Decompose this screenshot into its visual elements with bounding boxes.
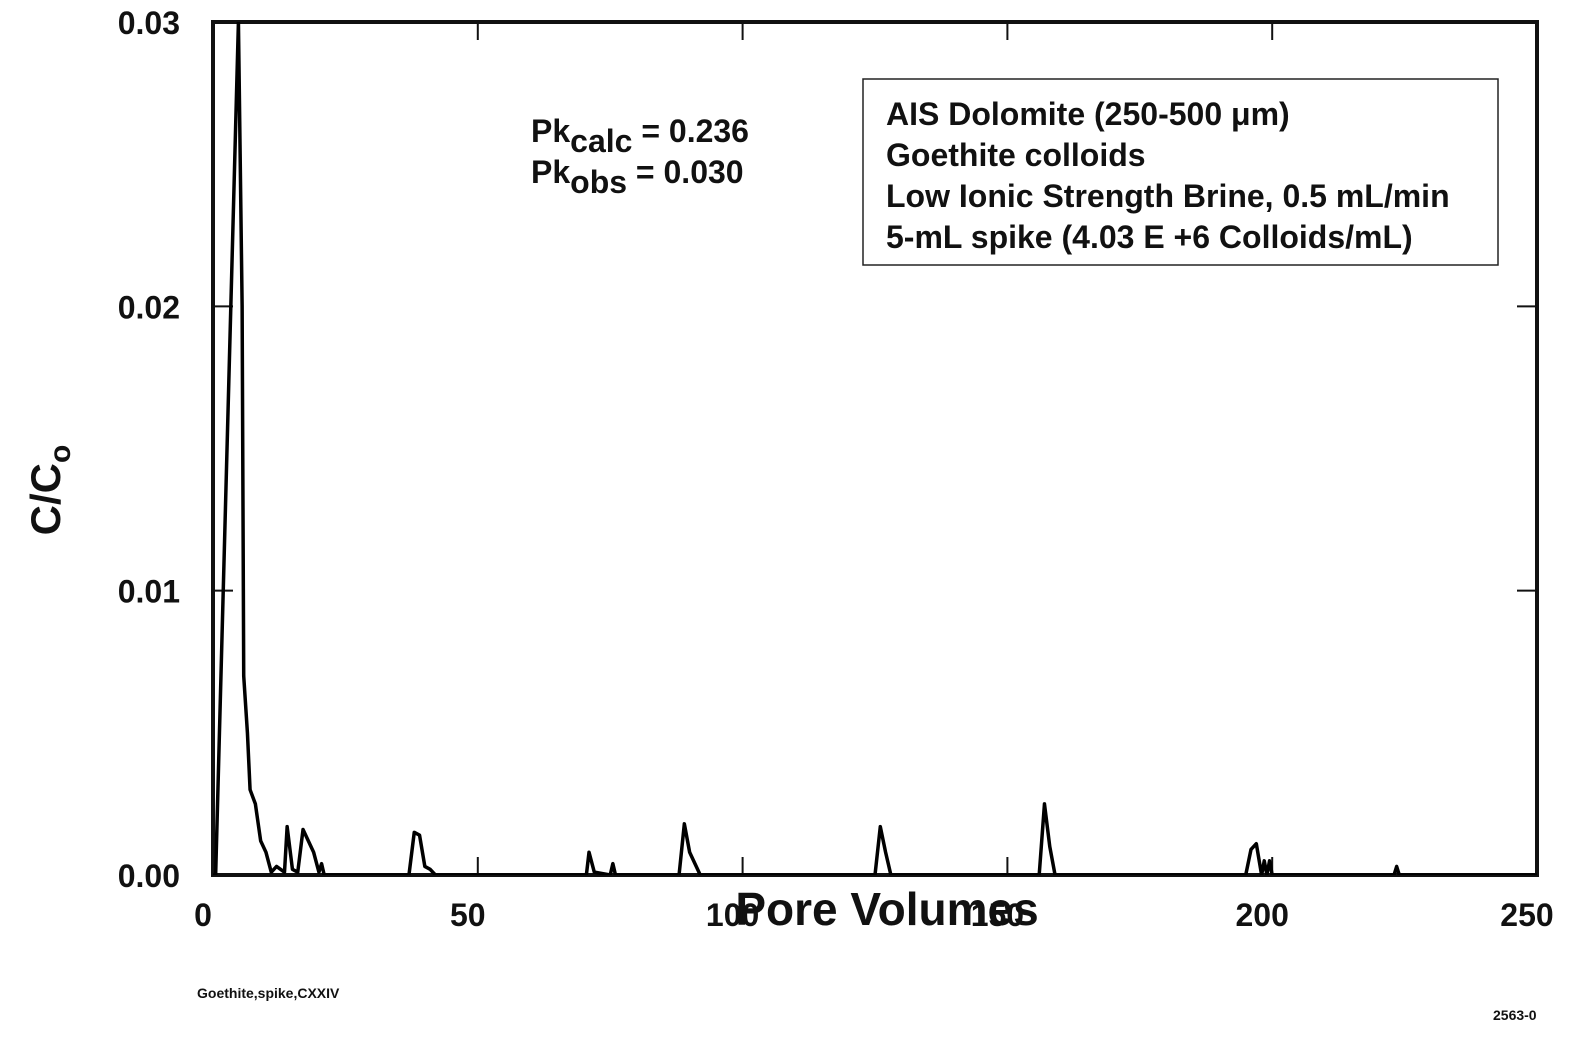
annotation-rest: = 0.030 [627,154,744,190]
annotation-main: Pk [531,154,570,190]
annotation-rest: = 0.236 [632,113,749,149]
y-tick-label: 0.00 [118,858,180,894]
y-tick-label: 0.03 [118,5,180,41]
y-axis-label: C/Co [22,445,77,536]
info-line: 5-mL spike (4.03 E +6 Colloids/mL) [886,219,1413,255]
x-tick-label: 200 [1236,897,1289,933]
info-line: AIS Dolomite (250-500 μm) [886,96,1290,132]
x-axis-label: Pore Volumes [735,883,1038,935]
annotation: Pkcalc = 0.236 [531,113,749,159]
y-tick-label: 0.02 [118,289,180,325]
x-tick-label: 0 [194,897,212,933]
annotation-main: Pk [531,113,570,149]
x-tick-label: 250 [1500,897,1553,933]
y-label-main: C/C [22,463,69,535]
footnote-right: 2563-0 [1493,1007,1537,1023]
x-tick-label: 50 [450,897,486,933]
footnote-left: Goethite,spike,CXXIV [197,985,340,1001]
info-line: Goethite colloids [886,137,1146,173]
annotation-sub: obs [570,164,627,200]
x-tick-label: 100 [706,897,759,933]
y-tick-label: 0.01 [118,574,180,610]
data-line [213,22,1537,875]
annotation-sub: calc [570,123,632,159]
annotation: Pkobs = 0.030 [531,154,744,200]
info-line: Low Ionic Strength Brine, 0.5 mL/min [886,178,1450,214]
x-tick-label: 150 [971,897,1024,933]
info-box [862,78,1499,266]
y-label-sub: o [44,445,77,463]
